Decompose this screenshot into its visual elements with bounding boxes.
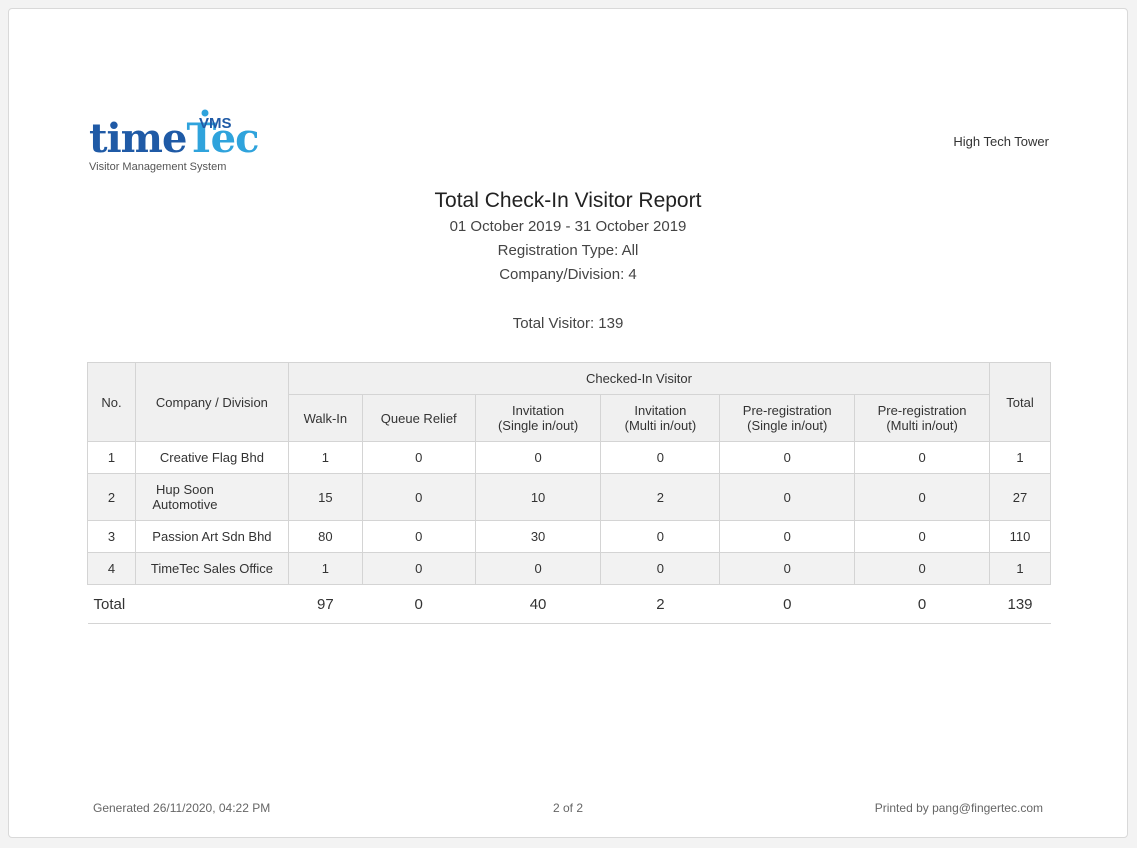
total-grand: 139 — [989, 584, 1051, 624]
header-no: No. — [87, 362, 136, 442]
cell-prereg-multi: 0 — [854, 473, 990, 521]
total-prereg-multi: 0 — [854, 584, 990, 624]
cell-company: Passion Art Sdn Bhd — [134, 520, 289, 553]
cell-company: Hup Soon Automotive — [134, 473, 289, 521]
logo-word-time: time — [89, 115, 187, 162]
cell-invitation-multi: 0 — [600, 552, 721, 585]
total-queue-relief: 0 — [362, 584, 476, 624]
cell-prereg-multi: 0 — [854, 520, 990, 553]
cell-no: 4 — [87, 552, 136, 585]
printed-by: Printed by pang@fingertec.com — [874, 801, 1043, 815]
date-range: 01 October 2019 - 31 October 2019 — [449, 218, 687, 235]
logo-word-tec: Tec — [186, 115, 259, 162]
totals-row: Total 97 0 40 2 0 0 139 — [87, 584, 1051, 624]
header-line: Walk-In — [303, 410, 348, 426]
header-line: Queue Relief — [380, 410, 457, 426]
cell-no: 2 — [87, 473, 136, 521]
header-line: (Multi in/out) — [886, 418, 958, 433]
cell-queue-relief: 0 — [361, 552, 476, 585]
table-row: 3 Passion Art Sdn Bhd 80 0 30 0 0 0 110 — [87, 520, 1051, 553]
cell-queue-relief: 0 — [361, 520, 476, 553]
header-walk-in: Walk-In — [287, 394, 363, 442]
cell-invitation-multi: 0 — [600, 441, 721, 474]
cell-invitation-single: 0 — [474, 552, 602, 585]
cell-prereg-multi: 0 — [854, 552, 990, 585]
cell-prereg-single: 0 — [719, 520, 856, 553]
totals-label: Total — [87, 584, 289, 624]
cell-prereg-single: 0 — [719, 552, 856, 585]
total-visitor: Total Visitor: 139 — [512, 315, 624, 332]
table-row: 4 TimeTec Sales Office 1 0 0 0 0 0 1 — [87, 552, 1051, 585]
header-checked-in-visitor: Checked-In Visitor — [287, 362, 991, 395]
header-line: Invitation — [512, 403, 565, 418]
report-header: Total Check-In Visitor Report 01 October… — [9, 187, 1127, 287]
cell-prereg-single: 0 — [719, 473, 856, 521]
header-line: Pre-registration — [742, 403, 832, 418]
logo-subtitle: Visitor Management System — [89, 161, 227, 173]
header-prereg-single: Pre-registration (Single in/out) — [719, 394, 856, 442]
header-line: Invitation — [634, 403, 687, 418]
cell-total: 110 — [989, 520, 1051, 553]
table-row: 1 Creative Flag Bhd 1 0 0 0 0 0 1 — [87, 441, 1051, 474]
header-prereg-multi: Pre-registration (Multi in/out) — [854, 394, 990, 442]
report-title: Total Check-In Visitor Report — [434, 189, 702, 212]
company-division-count: Company/Division: 4 — [499, 266, 637, 283]
cell-company: TimeTec Sales Office — [134, 552, 289, 585]
visitor-report-table: No. Company / Division Checked-In Visito… — [87, 362, 1051, 624]
site-name: High Tech Tower — [953, 134, 1049, 149]
page-number: 2 of 2 — [552, 801, 584, 815]
cell-total: 1 — [989, 441, 1051, 474]
header-queue-relief: Queue Relief — [361, 394, 476, 442]
cell-no: 3 — [87, 520, 136, 553]
cell-prereg-single: 0 — [719, 441, 856, 474]
cell-company: Creative Flag Bhd — [134, 441, 289, 474]
total-walk-in: 97 — [288, 584, 363, 624]
cell-prereg-multi: 0 — [854, 441, 990, 474]
timetec-vms-logo: timeTec VMS Visitor Management System — [89, 109, 259, 184]
cell-total: 1 — [989, 552, 1051, 585]
cell-invitation-single: 0 — [474, 441, 602, 474]
cell-queue-relief: 0 — [361, 441, 476, 474]
logo-wordmark: timeTec — [89, 115, 259, 162]
cell-walk-in: 1 — [287, 552, 363, 585]
total-prereg-single: 0 — [719, 584, 855, 624]
cell-invitation-multi: 2 — [600, 473, 721, 521]
cell-walk-in: 80 — [287, 520, 363, 553]
header-company: Company / Division — [134, 362, 289, 442]
cell-walk-in: 15 — [287, 473, 363, 521]
cell-invitation-single: 30 — [474, 520, 602, 553]
total-invitation-multi: 2 — [600, 584, 720, 624]
header-line: (Single in/out) — [747, 418, 828, 433]
header-invitation-multi: Invitation (Multi in/out) — [600, 394, 721, 442]
logo-product: VMS — [199, 115, 232, 132]
header-total: Total — [989, 362, 1051, 442]
table-row: 2 Hup Soon Automotive 15 0 10 2 0 0 27 — [87, 473, 1051, 521]
cell-invitation-single: 10 — [474, 473, 602, 521]
header-line: Pre-registration — [877, 403, 967, 418]
cell-no: 1 — [87, 441, 136, 474]
person-icon — [201, 109, 209, 117]
cell-walk-in: 1 — [287, 441, 363, 474]
header-invitation-single: Invitation (Single in/out) — [474, 394, 602, 442]
registration-type: Registration Type: All — [497, 242, 639, 259]
report-page: timeTec VMS Visitor Management System Hi… — [8, 8, 1128, 838]
total-invitation-single: 40 — [475, 584, 601, 624]
header-line: (Single in/out) — [497, 418, 579, 433]
generated-timestamp: Generated 26/11/2020, 04:22 PM — [93, 801, 271, 815]
cell-total: 27 — [989, 473, 1051, 521]
cell-queue-relief: 0 — [361, 473, 476, 521]
cell-invitation-multi: 0 — [600, 520, 721, 553]
header-line: (Multi in/out) — [624, 418, 697, 433]
